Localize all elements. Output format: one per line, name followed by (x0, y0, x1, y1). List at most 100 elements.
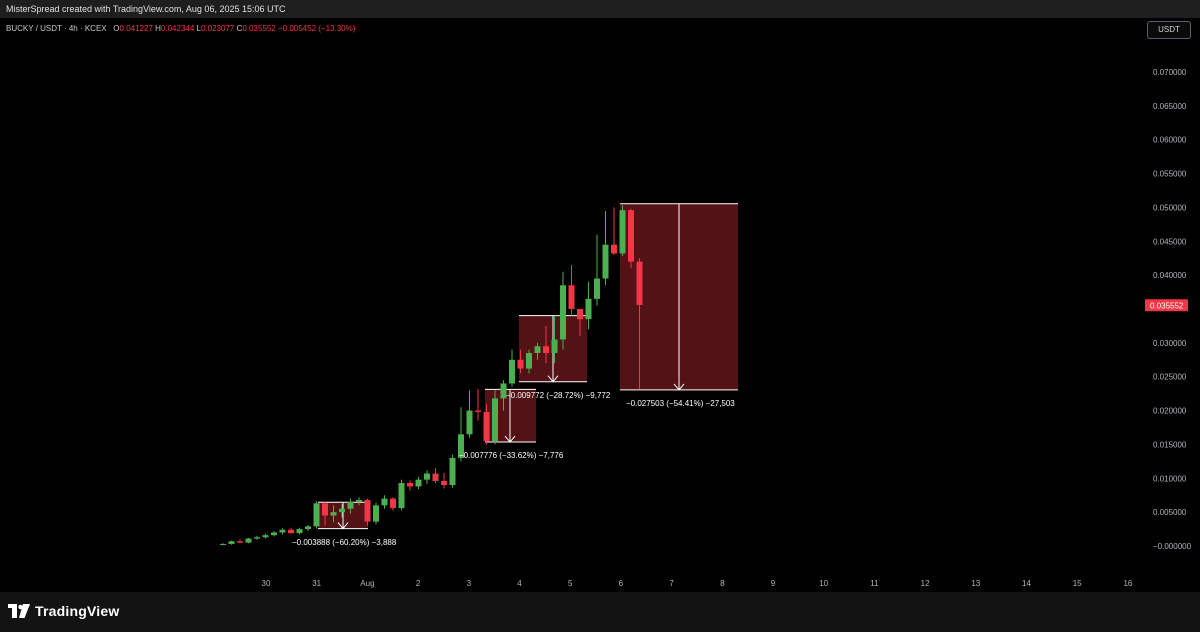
price-tick-label: −0.000000 (1153, 542, 1192, 551)
candle (628, 208, 634, 269)
candle (245, 537, 252, 544)
candle-body (296, 529, 303, 534)
candle-body (254, 537, 260, 539)
candle (288, 527, 294, 534)
candle (296, 527, 303, 535)
candle-body (271, 532, 277, 536)
time-tick-label: 31 (312, 579, 321, 588)
symbol-legend: BUCKY / USDT · 4h · KCEX O0.041227 H0.04… (6, 24, 355, 33)
time-tick-label: 9 (771, 579, 776, 588)
tradingview-logo[interactable]: TradingView (8, 603, 119, 619)
candle-body (577, 309, 583, 320)
time-tick-label: 12 (921, 579, 930, 588)
candle (475, 388, 481, 421)
candle (407, 480, 413, 491)
candle (262, 533, 269, 539)
candle-body (347, 501, 354, 509)
tradingview-logo-icon (8, 604, 30, 618)
open-key: O (113, 24, 120, 33)
candle-body (492, 398, 498, 442)
candle-body (262, 535, 269, 538)
candle-body (568, 285, 575, 309)
candle (305, 525, 311, 532)
price-tick-label: 0.025000 (1153, 373, 1187, 382)
candle (390, 497, 396, 511)
candle (568, 264, 575, 316)
price-tick-label: 0.060000 (1153, 136, 1187, 145)
price-tick-label: 0.010000 (1153, 474, 1187, 483)
measure-arrow-icon (673, 383, 685, 391)
candle-body (534, 346, 541, 354)
candle-body (305, 526, 311, 530)
currency-button[interactable]: USDT (1147, 21, 1191, 39)
time-tick-label: 11 (870, 579, 879, 588)
time-tick-label: 5 (568, 579, 573, 588)
candle-body (364, 499, 371, 522)
candle (585, 281, 592, 330)
candle (526, 349, 532, 374)
candlestick-chart[interactable]: −0.003888 (−60.20%) −3,888 −0.007776 (−33… (0, 0, 1200, 592)
time-tick-label: 8 (720, 579, 725, 588)
candle-body (390, 498, 396, 509)
candle-body (279, 529, 286, 533)
open-value: 0.041227 (119, 24, 153, 33)
price-tick-label: 0.055000 (1153, 170, 1187, 179)
last-price-tag (1145, 299, 1188, 312)
candle-body (636, 261, 643, 305)
candle (466, 390, 473, 438)
time-tick-label: Aug (360, 579, 374, 588)
candle (347, 498, 354, 514)
candle (381, 495, 388, 509)
candle (517, 349, 524, 374)
candle-body (373, 505, 379, 522)
chart-area[interactable] (0, 18, 1200, 592)
candle (415, 476, 422, 490)
time-axis[interactable]: 30 31 Aug 2 3 4 5 6 7 8 9 10 11 12 13 14 15 16 (262, 579, 1133, 588)
candle (237, 539, 243, 544)
candle (220, 543, 226, 546)
candle (364, 498, 371, 526)
candle (602, 210, 609, 286)
close-key: C (236, 24, 243, 33)
candle (534, 342, 541, 360)
candle-body (611, 244, 617, 254)
candle-body (551, 339, 558, 354)
symbol-label[interactable]: BUCKY / USDT · 4h · KCEX (6, 24, 107, 33)
candle (330, 505, 337, 523)
measure-arrow-icon (547, 375, 559, 383)
candle (313, 501, 320, 529)
candle (441, 472, 447, 489)
time-tick-label: 14 (1022, 579, 1031, 588)
candle (228, 540, 235, 545)
price-tick-label: 0.005000 (1153, 508, 1187, 517)
high-key: H (155, 24, 161, 33)
candle-body (441, 480, 447, 486)
measure-label: −0.009772 (−28.72%) −9,772 (506, 391, 611, 400)
candle (458, 407, 464, 462)
time-tick-label: 10 (819, 579, 828, 588)
price-axis[interactable]: 0.070000 0.065000 0.060000 0.055000 0.050000… (1145, 68, 1192, 551)
candle-body (560, 285, 566, 340)
candle (339, 504, 345, 518)
candle-body (313, 503, 320, 527)
candle (500, 380, 507, 411)
candle (551, 315, 558, 364)
candle (611, 207, 617, 255)
candle-body (543, 346, 549, 354)
candle (398, 479, 405, 511)
candle-body (602, 244, 609, 279)
candle-body (356, 499, 362, 502)
tradingview-brand: TradingView (35, 603, 120, 619)
low-key: L (196, 24, 201, 33)
candle (424, 470, 430, 484)
time-tick-label: 3 (467, 579, 472, 588)
credit-text: MisterSpread created with TradingView.co… (6, 4, 286, 14)
candle-body (228, 541, 235, 544)
measure-arrow-icon (504, 435, 516, 443)
candle (560, 271, 566, 350)
candle (254, 535, 260, 540)
time-tick-label: 4 (517, 579, 522, 588)
candle-body (517, 359, 524, 369)
candle-body (483, 411, 490, 442)
candle-body (509, 359, 515, 384)
